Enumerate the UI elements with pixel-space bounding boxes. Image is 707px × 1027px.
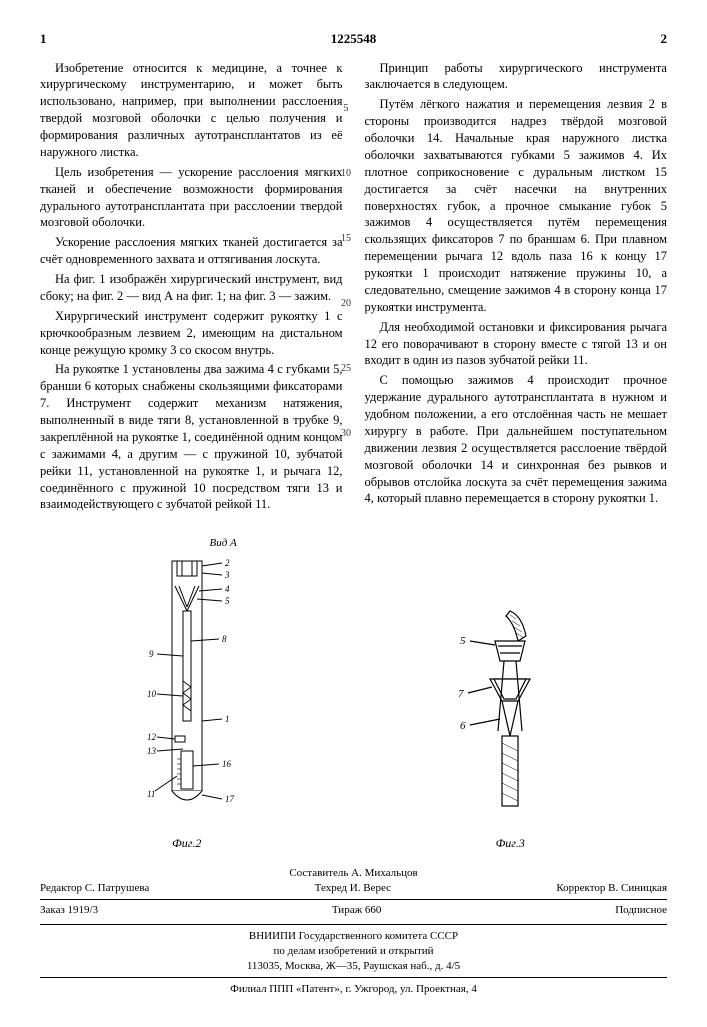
figure-3: 5 7 6 Фиг.3 bbox=[440, 601, 580, 851]
col-number-right: 2 bbox=[661, 30, 668, 48]
doc-number: 1225548 bbox=[47, 30, 661, 48]
svg-text:13: 13 bbox=[147, 746, 157, 756]
paragraph: На рукоятке 1 установлены два зажима 4 с… bbox=[40, 361, 343, 513]
svg-text:16: 16 bbox=[222, 759, 232, 769]
line-number: 15 bbox=[341, 232, 351, 246]
paragraph: Для необходимой остановки и фиксирования… bbox=[365, 319, 668, 370]
fig2-caption: Фиг.2 bbox=[127, 835, 247, 851]
svg-text:11: 11 bbox=[147, 789, 155, 799]
view-label: Вид А bbox=[127, 536, 237, 551]
figure-2: Вид А bbox=[127, 536, 247, 851]
svg-text:3: 3 bbox=[224, 570, 230, 580]
fig3-caption: Фиг.3 bbox=[440, 835, 580, 851]
footer-line: Филиал ППП «Патент», г. Ужгород, ул. Про… bbox=[40, 982, 667, 997]
figure-2-drawing: 2 3 4 5 8 9 10 1 12 13 16 17 11 bbox=[127, 551, 247, 831]
paragraph: Принцип работы хирургического инструмент… bbox=[365, 60, 668, 94]
body-text: 5 10 15 20 25 30 Изобретение относится к… bbox=[40, 60, 667, 517]
footer-line: ВНИИПИ Государственного комитета СССР bbox=[40, 929, 667, 944]
tirage: Тираж 660 bbox=[332, 903, 382, 918]
order-number: Заказ 1919/3 bbox=[40, 903, 98, 918]
line-number: 20 bbox=[341, 297, 351, 311]
paragraph: На фиг. 1 изображён хирургический инстру… bbox=[40, 271, 343, 305]
paragraph: Хирургический инструмент содержит рукоят… bbox=[40, 308, 343, 359]
line-number: 25 bbox=[341, 362, 351, 376]
tech-editor: Техред И. Верес bbox=[315, 881, 391, 896]
svg-text:10: 10 bbox=[147, 689, 157, 699]
footer-line: по делам изобретений и открытий bbox=[40, 944, 667, 959]
paragraph: Изобретение относится к медицине, а точн… bbox=[40, 60, 343, 161]
footer-line: 113035, Москва, Ж—35, Раушская наб., д. … bbox=[40, 959, 667, 974]
paragraph: С помощью зажимов 4 происходит прочное у… bbox=[365, 372, 668, 507]
compiler: Составитель А. Михальцов bbox=[40, 866, 667, 881]
figures-row: Вид А bbox=[40, 536, 667, 851]
page-header: 1 1225548 2 bbox=[40, 30, 667, 48]
line-number: 10 bbox=[341, 167, 351, 181]
svg-text:1: 1 bbox=[225, 714, 230, 724]
svg-text:4: 4 bbox=[225, 584, 230, 594]
line-number: 5 bbox=[343, 102, 348, 116]
left-column: Изобретение относится к медицине, а точн… bbox=[40, 60, 343, 517]
svg-text:5: 5 bbox=[225, 596, 230, 606]
svg-text:17: 17 bbox=[225, 794, 235, 804]
credits-block: Составитель А. Михальцов Редактор С. Пат… bbox=[40, 866, 667, 918]
corrector: Корректор В. Синицкая bbox=[556, 881, 667, 896]
figure-3-drawing: 5 7 6 bbox=[440, 601, 580, 831]
line-number: 30 bbox=[341, 427, 351, 441]
editor: Редактор С. Патрушева bbox=[40, 881, 149, 896]
signed: Подписное bbox=[615, 903, 667, 918]
svg-text:7: 7 bbox=[458, 688, 464, 700]
svg-text:9: 9 bbox=[149, 649, 154, 659]
paragraph: Путём лёгкого нажатия и перемещения лезв… bbox=[365, 96, 668, 315]
paragraph: Цель изобретения — ускорение расслоения … bbox=[40, 164, 343, 232]
svg-text:6: 6 bbox=[460, 720, 466, 732]
svg-text:5: 5 bbox=[460, 635, 466, 647]
right-column: Принцип работы хирургического инструмент… bbox=[365, 60, 668, 517]
svg-text:8: 8 bbox=[222, 634, 227, 644]
footer-block: ВНИИПИ Государственного комитета СССР по… bbox=[40, 924, 667, 997]
paragraph: Ускорение расслоения мягких тканей дости… bbox=[40, 234, 343, 268]
svg-text:2: 2 bbox=[225, 558, 230, 568]
svg-text:12: 12 bbox=[147, 732, 157, 742]
